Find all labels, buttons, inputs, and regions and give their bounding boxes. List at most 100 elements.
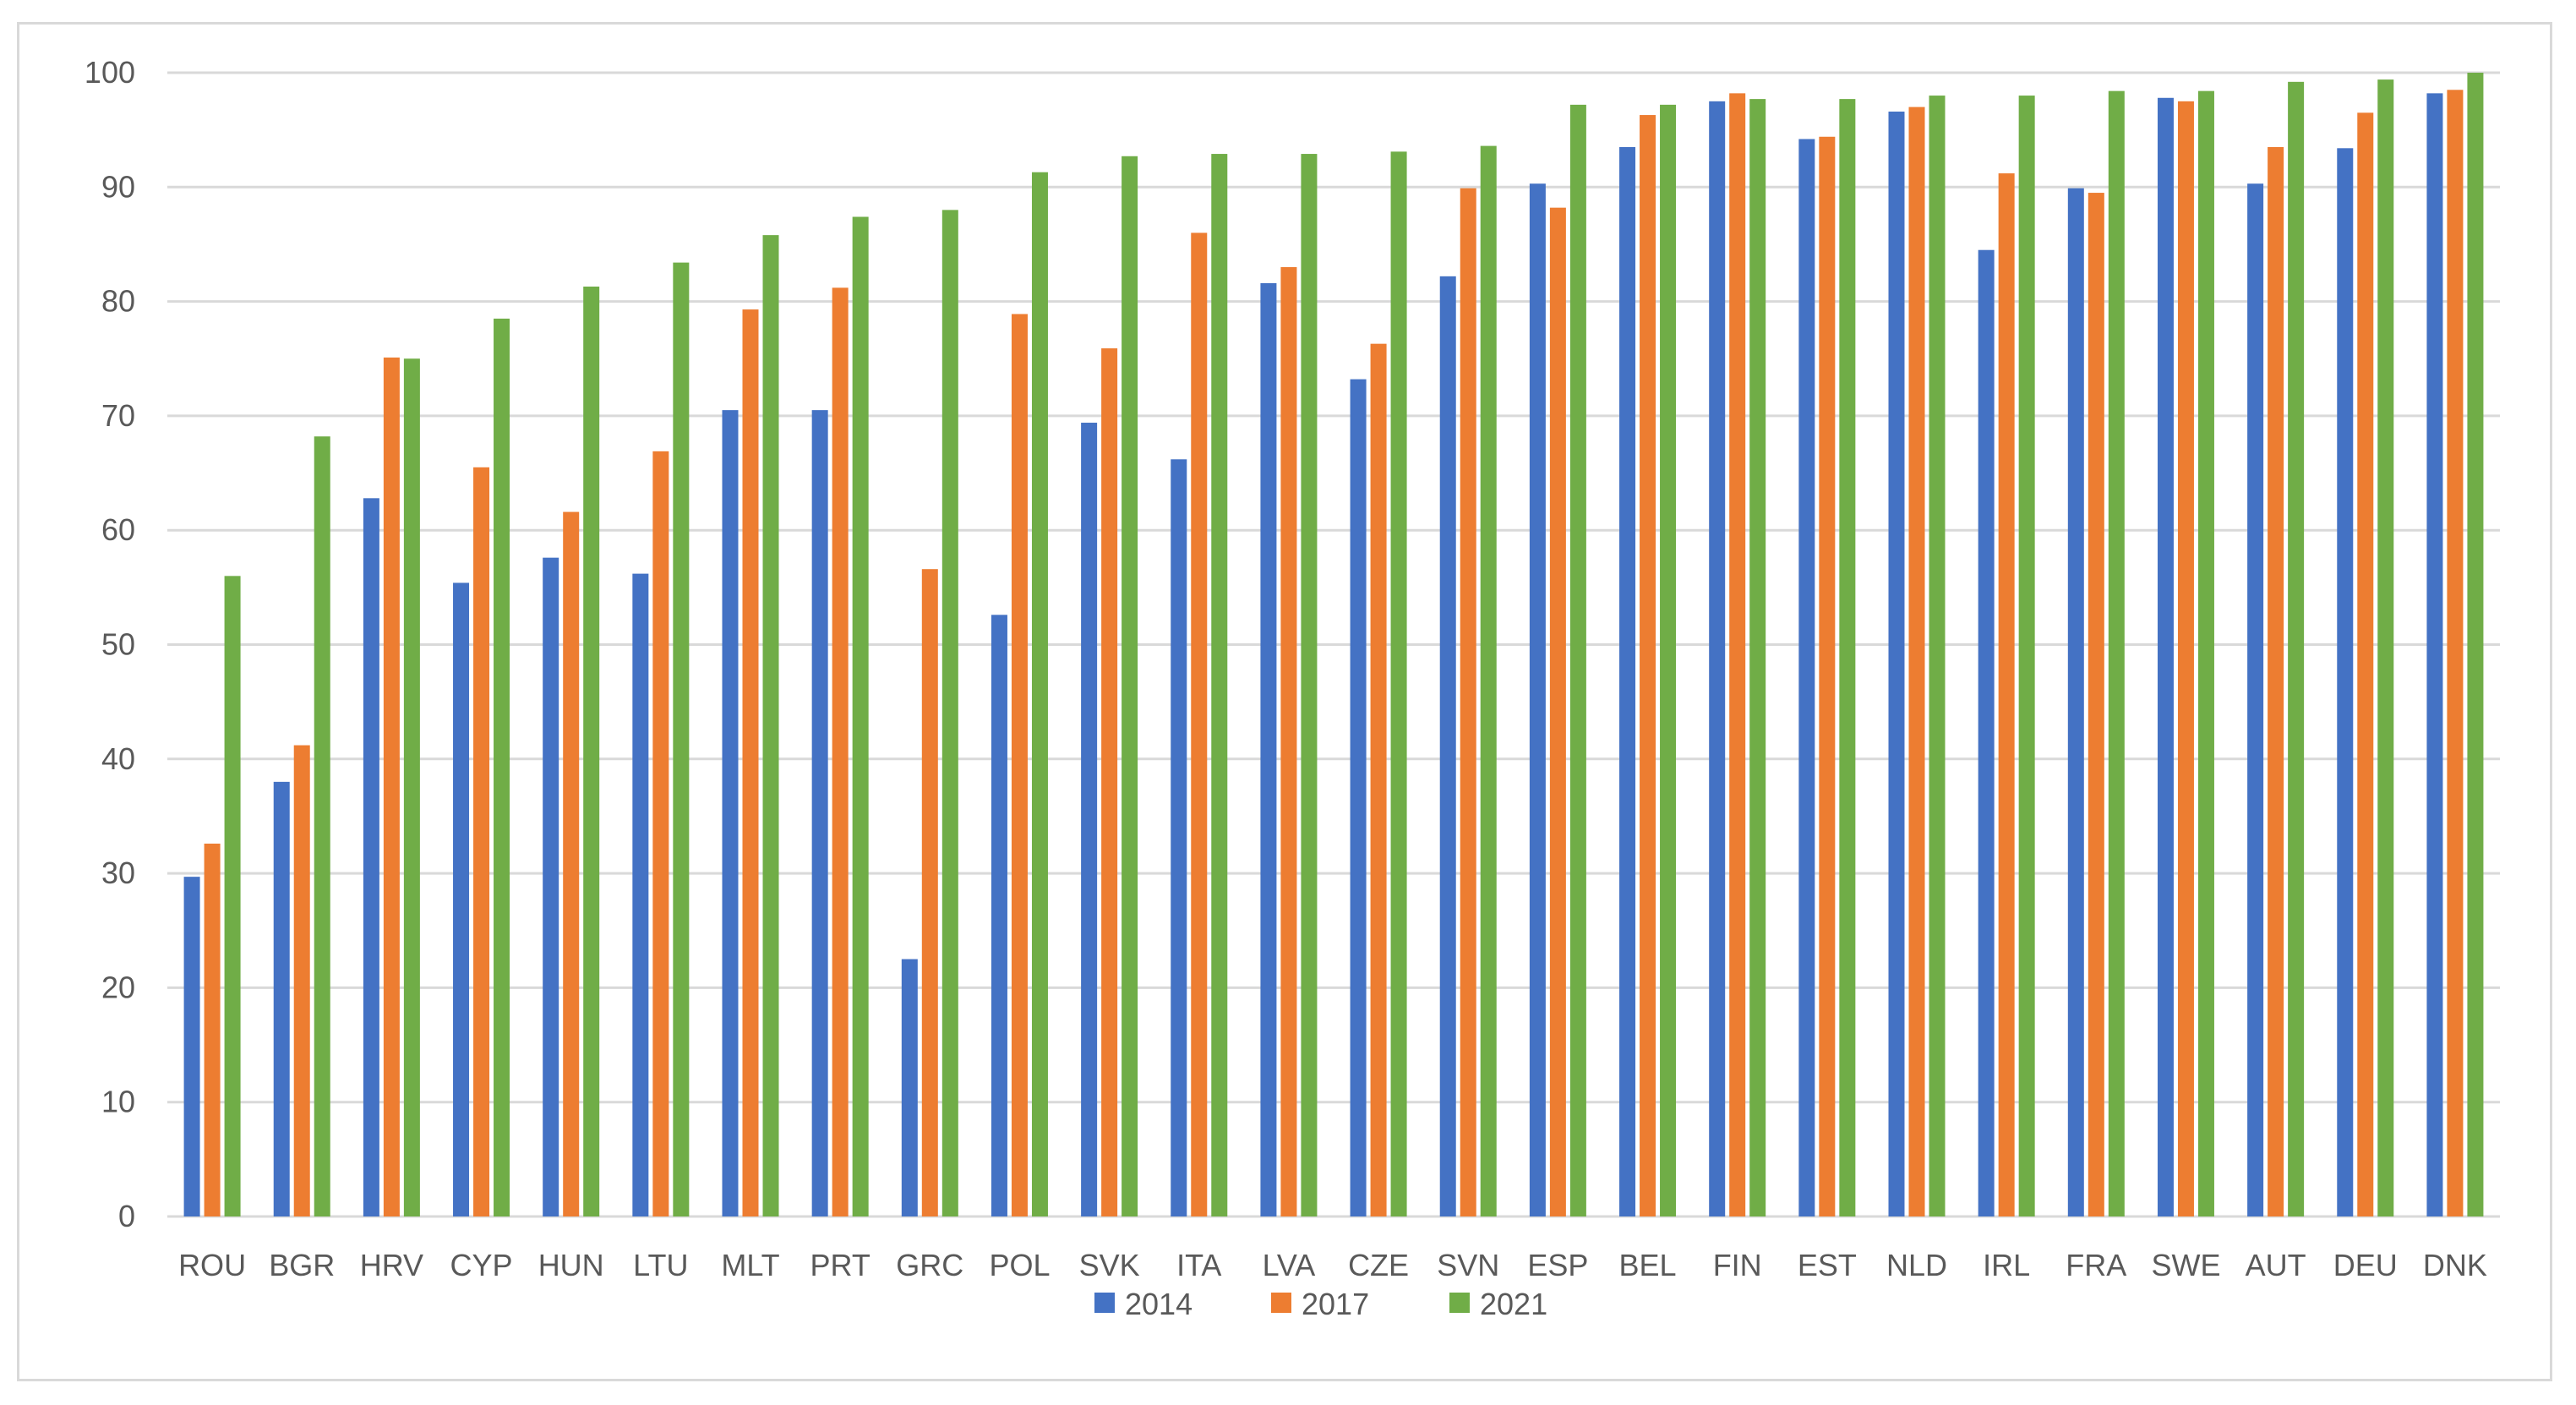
bar-2021-LVA: [1301, 154, 1318, 1217]
bar-2021-POL: [1031, 172, 1048, 1217]
legend: 2014 2017 2021: [1094, 1287, 1547, 1321]
bar-2021-LTU: [673, 262, 690, 1216]
bar-chart: 0 10 20 30 40 50 60 70 80 90 100 ROU BGR HRV CYP HUN LT…: [85, 55, 2500, 1321]
legend-swatch-2017: [1271, 1293, 1291, 1313]
x-tick-label: HRV: [360, 1248, 423, 1282]
bar-2014-BGR: [273, 781, 290, 1216]
bar-2014-FIN: [1709, 101, 1726, 1217]
x-axis-ticks: ROU BGR HRV CYP HUN LTU MLT PRT GRC POL SVK ITA LVA C…: [178, 1248, 2487, 1282]
bar-2014-ESP: [1529, 183, 1546, 1217]
bar-2014-MLT: [722, 410, 739, 1216]
bar-2021-BGR: [314, 436, 330, 1216]
bar-2021-SVN: [1480, 145, 1497, 1216]
y-tick-label: 40: [101, 741, 135, 776]
bar-2017-FIN: [1729, 93, 1746, 1216]
gridlines: [167, 71, 2500, 1218]
bar-2014-DNK: [2426, 93, 2443, 1216]
bar-2017-BGR: [293, 745, 310, 1216]
legend-label: 2017: [1302, 1287, 1369, 1321]
bar-2021-CZE: [1390, 151, 1407, 1217]
y-axis-ticks: 0 10 20 30 40 50 60 70 80 90 100: [85, 55, 135, 1233]
bar-2017-ESP: [1549, 207, 1566, 1216]
bar-2014-IRL: [1978, 249, 1995, 1217]
x-tick-label: BGR: [269, 1248, 335, 1282]
bar-2014-ROU: [183, 877, 200, 1216]
bar-2017-EST: [1819, 136, 1836, 1216]
bar-2021-DNK: [2467, 73, 2484, 1216]
bar-2017-HUN: [563, 511, 580, 1216]
bar-2017-DEU: [2357, 112, 2374, 1217]
bar-2014-SVK: [1081, 423, 1098, 1216]
chart-frame: 0 10 20 30 40 50 60 70 80 90 100 ROU BGR HRV CYP HUN LT…: [17, 22, 2552, 1381]
bar-2017-BEL: [1640, 115, 1656, 1216]
y-tick-label: 60: [101, 512, 135, 547]
bar-2017-PRT: [832, 287, 849, 1216]
bar-2014-CYP: [453, 582, 470, 1216]
x-tick-label: HUN: [538, 1248, 604, 1282]
bar-2014-HUN: [543, 557, 559, 1216]
bar-2021-HUN: [583, 287, 600, 1216]
bar-2014-BEL: [1619, 146, 1636, 1216]
bar-2014-GRC: [901, 959, 918, 1216]
x-tick-label: BEL: [1619, 1248, 1677, 1282]
bar-2017-ITA: [1191, 232, 1208, 1217]
y-tick-label: 100: [85, 55, 135, 90]
x-tick-label: POL: [989, 1248, 1050, 1282]
legend-label: 2021: [1480, 1287, 1547, 1321]
bar-2021-HRV: [403, 358, 420, 1216]
bar-2014-PRT: [811, 410, 828, 1216]
bar-2014-DEU: [2337, 148, 2354, 1217]
legend-label: 2014: [1125, 1287, 1192, 1321]
y-tick-label: 20: [101, 970, 135, 1004]
bar-2017-SVN: [1460, 188, 1476, 1217]
y-tick-label: 90: [101, 169, 135, 204]
bar-2017-POL: [1011, 314, 1028, 1216]
x-tick-label: IRL: [1983, 1248, 2030, 1282]
bar-2014-LTU: [632, 573, 649, 1216]
bar-2021-SWE: [2197, 90, 2214, 1217]
bar-2021-FRA: [2108, 90, 2125, 1217]
x-tick-label: SWE: [2151, 1248, 2220, 1282]
x-tick-label: NLD: [1886, 1248, 1947, 1282]
bar-2021-ITA: [1211, 154, 1228, 1217]
bar-2017-LVA: [1280, 267, 1297, 1216]
bar-2014-POL: [991, 615, 1007, 1216]
bar-2017-CYP: [473, 467, 490, 1216]
x-tick-label: SVK: [1079, 1248, 1140, 1282]
bar-2021-AUT: [2288, 81, 2305, 1217]
x-tick-label: CZE: [1348, 1248, 1409, 1282]
bar-2021-PRT: [852, 216, 869, 1216]
bar-2021-CYP: [494, 318, 510, 1216]
bar-2017-LTU: [652, 451, 669, 1216]
bar-2021-SVK: [1122, 156, 1138, 1216]
x-tick-label: LTU: [633, 1248, 688, 1282]
bar-2021-NLD: [1929, 96, 1946, 1216]
x-tick-label: PRT: [810, 1248, 870, 1282]
bar-2014-CZE: [1350, 379, 1367, 1216]
bar-2021-IRL: [2018, 96, 2035, 1216]
bar-2017-HRV: [383, 357, 400, 1217]
x-tick-label: LVA: [1263, 1248, 1316, 1282]
bar-2014-NLD: [1888, 112, 1905, 1217]
bar-2021-ESP: [1569, 104, 1586, 1216]
bar-2014-EST: [1798, 139, 1815, 1216]
x-tick-label: EST: [1798, 1248, 1857, 1282]
bar-2017-ROU: [204, 843, 221, 1216]
bar-2014-FRA: [2067, 188, 2084, 1217]
x-tick-label: FIN: [1713, 1248, 1762, 1282]
bar-2021-EST: [1839, 99, 1856, 1216]
bar-2021-GRC: [941, 210, 958, 1217]
bar-2017-SWE: [2177, 101, 2194, 1217]
y-tick-label: 30: [101, 856, 135, 890]
bar-2021-ROU: [224, 576, 241, 1216]
bar-2014-ITA: [1171, 459, 1187, 1216]
bar-2017-AUT: [2268, 146, 2284, 1216]
bar-2021-DEU: [2377, 79, 2394, 1216]
y-tick-label: 50: [101, 627, 135, 662]
x-tick-label: CYP: [450, 1248, 513, 1282]
bars: [183, 73, 2484, 1217]
y-tick-label: 0: [118, 1199, 135, 1233]
bar-2017-DNK: [2447, 90, 2464, 1216]
bar-2017-CZE: [1370, 343, 1387, 1216]
y-tick-label: 80: [101, 284, 135, 319]
